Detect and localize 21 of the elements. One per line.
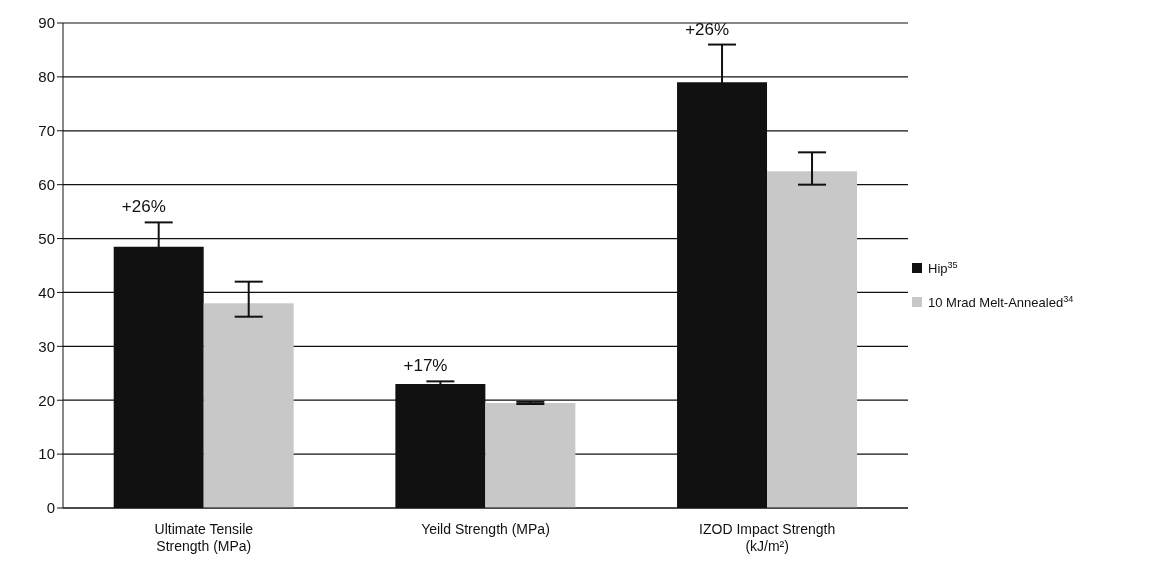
annotation: +26% [685, 19, 730, 39]
x-tick-label: Ultimate Tensile Strength (MPa) [154, 521, 254, 554]
annotation: +17% [403, 356, 448, 376]
y-tick-label: 10 [38, 445, 55, 463]
y-tick-label: 30 [38, 337, 55, 355]
legend-label: Hip$^{35}$ [928, 259, 958, 276]
x-tick-label: Yeild Strength (MPa) [421, 521, 550, 537]
annotation: +26% [121, 197, 166, 217]
y-tick-label: 0 [46, 499, 55, 517]
y-tick-label: 50 [38, 229, 55, 247]
y-tick-label: 60 [38, 175, 55, 193]
y-tick-label: 70 [38, 122, 55, 140]
bar [203, 303, 294, 508]
y-tick-label: 20 [38, 391, 55, 409]
y-tick-label: 40 [38, 283, 55, 301]
legend-label: 10 Mrad Melt-Annealed$^{34}$ [928, 293, 1074, 310]
y-tick-label: 90 [38, 14, 55, 32]
x-tick-label: IZOD Impact Strength (kJ/m²) [699, 521, 836, 554]
bar [485, 402, 576, 508]
y-tick-label: 80 [38, 68, 55, 86]
bar [767, 171, 858, 508]
